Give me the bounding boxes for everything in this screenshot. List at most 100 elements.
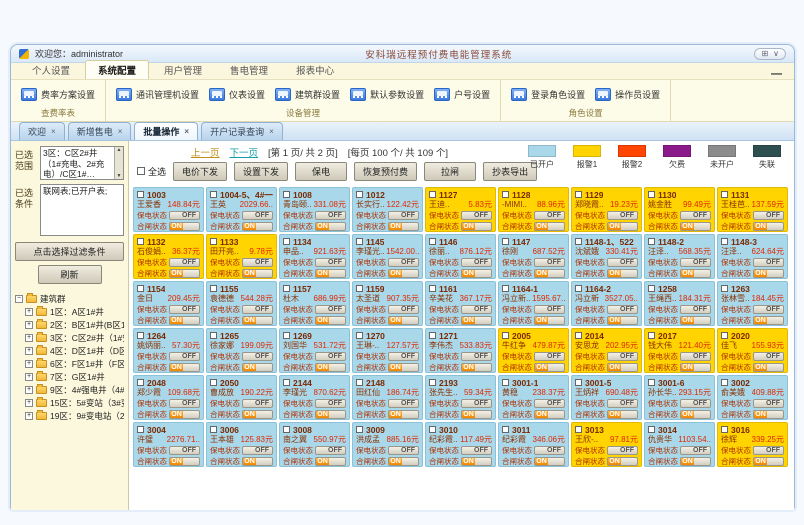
switch-toggle[interactable]: ON bbox=[315, 269, 346, 278]
card-checkbox[interactable] bbox=[721, 426, 728, 433]
protect-toggle[interactable]: OFF bbox=[169, 258, 200, 267]
expand-icon[interactable]: + bbox=[25, 307, 33, 316]
meter-card[interactable]: 1148-2 汪泽.. 568.35元 保电状态 OFF 合闸状态 ON bbox=[644, 234, 715, 279]
protect-toggle[interactable]: OFF bbox=[680, 446, 711, 455]
card-checkbox[interactable] bbox=[429, 238, 436, 245]
protect-toggle[interactable]: OFF bbox=[534, 446, 565, 455]
meter-card[interactable]: 3001-5 王炳祥 690.48元 保电状态 OFF 合闸状态 ON bbox=[571, 375, 642, 420]
meter-card[interactable]: 1148-1、522 沈斌娥 330.41元 保电状态 OFF 合闸状态 ON bbox=[571, 234, 642, 279]
protect-toggle[interactable]: OFF bbox=[169, 446, 200, 455]
doc-tab-新增售电[interactable]: 新增售电 × bbox=[67, 122, 132, 140]
switch-toggle[interactable]: ON bbox=[461, 410, 492, 419]
switch-toggle[interactable]: ON bbox=[607, 410, 638, 419]
switch-toggle[interactable]: ON bbox=[388, 222, 419, 231]
switch-toggle[interactable]: ON bbox=[534, 363, 565, 372]
switch-toggle[interactable]: ON bbox=[753, 410, 784, 419]
card-checkbox[interactable] bbox=[137, 238, 144, 245]
card-checkbox[interactable] bbox=[429, 332, 436, 339]
switch-toggle[interactable]: ON bbox=[607, 316, 638, 325]
meter-card[interactable]: 3001-6 孙长华.. 293.15元 保电状态 OFF 合闸状态 ON bbox=[644, 375, 715, 420]
meter-card[interactable]: 3013 王欣-.. 97.81元 保电状态 OFF 合闸状态 ON bbox=[571, 422, 642, 467]
protect-toggle[interactable]: OFF bbox=[242, 305, 273, 314]
protect-toggle[interactable]: OFF bbox=[753, 258, 784, 267]
card-checkbox[interactable] bbox=[137, 379, 144, 386]
action-button-保电[interactable]: 保电 bbox=[295, 161, 348, 181]
window-style-control[interactable]: ⊞ ∨ bbox=[754, 47, 786, 60]
menu-tab-系统配置[interactable]: 系统配置 bbox=[85, 60, 150, 79]
card-checkbox[interactable] bbox=[356, 379, 363, 386]
ribbon-button[interactable]: 仪表设置 bbox=[209, 87, 265, 101]
meter-card[interactable]: 1164-2 冯立新 3527.05.. 保电状态 OFF 合闸状态 ON bbox=[571, 281, 642, 326]
card-checkbox[interactable] bbox=[502, 285, 509, 292]
switch-toggle[interactable]: ON bbox=[242, 457, 273, 466]
card-checkbox[interactable] bbox=[575, 238, 582, 245]
switch-toggle[interactable]: ON bbox=[680, 363, 711, 372]
protect-toggle[interactable]: OFF bbox=[534, 305, 565, 314]
collapse-icon[interactable]: − bbox=[15, 294, 23, 303]
expand-icon[interactable]: + bbox=[25, 372, 33, 381]
card-checkbox[interactable] bbox=[721, 191, 728, 198]
protect-toggle[interactable]: OFF bbox=[607, 211, 638, 220]
card-checkbox[interactable] bbox=[210, 191, 217, 198]
protect-toggle[interactable]: OFF bbox=[461, 399, 492, 408]
meter-card[interactable]: 1154 金日 209.45元 保电状态 OFF 合闸状态 ON bbox=[133, 281, 204, 326]
switch-toggle[interactable]: ON bbox=[607, 269, 638, 278]
switch-toggle[interactable]: ON bbox=[534, 410, 565, 419]
card-checkbox[interactable] bbox=[210, 379, 217, 386]
protect-toggle[interactable]: OFF bbox=[242, 258, 273, 267]
card-checkbox[interactable] bbox=[210, 285, 217, 292]
card-checkbox[interactable] bbox=[429, 379, 436, 386]
meter-card[interactable]: 1133 田开亮.. 9.78元 保电状态 OFF 合闸状态 ON bbox=[206, 234, 277, 279]
switch-toggle[interactable]: ON bbox=[534, 222, 565, 231]
protect-toggle[interactable]: OFF bbox=[607, 305, 638, 314]
protect-toggle[interactable]: OFF bbox=[461, 211, 492, 220]
card-checkbox[interactable] bbox=[283, 379, 290, 386]
card-checkbox[interactable] bbox=[648, 332, 655, 339]
action-button-设置下发[interactable]: 设置下发 bbox=[234, 161, 289, 181]
meter-card[interactable]: 3001-1 黄稳 238.37元 保电状态 OFF 合闸状态 ON bbox=[498, 375, 569, 420]
expand-icon[interactable]: + bbox=[25, 398, 33, 407]
protect-toggle[interactable]: OFF bbox=[680, 305, 711, 314]
ribbon-button[interactable]: 费率方案设置 bbox=[21, 87, 95, 101]
meter-card[interactable]: 1157 杜木 686.99元 保电状态 OFF 合闸状态 ON bbox=[279, 281, 350, 326]
action-button-电价下发[interactable]: 电价下发 bbox=[173, 161, 228, 181]
card-checkbox[interactable] bbox=[283, 238, 290, 245]
menu-tab-售电管理[interactable]: 售电管理 bbox=[230, 66, 269, 77]
expand-icon[interactable]: + bbox=[25, 385, 33, 394]
switch-toggle[interactable]: ON bbox=[753, 269, 784, 278]
meter-card[interactable]: 1134 申品.. 921.63元 保电状态 OFF 合闸状态 ON bbox=[279, 234, 350, 279]
protect-toggle[interactable]: OFF bbox=[315, 258, 346, 267]
expand-icon[interactable]: + bbox=[25, 346, 33, 355]
tree-item[interactable]: +4区：D区1#井（D区1… bbox=[15, 344, 124, 357]
switch-toggle[interactable]: ON bbox=[680, 410, 711, 419]
menu-tab-报表中心[interactable]: 报表中心 bbox=[296, 66, 335, 77]
card-checkbox[interactable] bbox=[721, 332, 728, 339]
meter-card[interactable]: 3009 洪成孟 885.16元 保电状态 OFF 合闸状态 ON bbox=[352, 422, 423, 467]
protect-toggle[interactable]: OFF bbox=[315, 352, 346, 361]
card-checkbox[interactable] bbox=[283, 332, 290, 339]
ribbon-button[interactable]: 登录角色设置 bbox=[511, 87, 585, 101]
meter-card[interactable]: 3008 南之翼 550.97元 保电状态 OFF 合闸状态 ON bbox=[279, 422, 350, 467]
card-checkbox[interactable] bbox=[648, 285, 655, 292]
meter-card[interactable]: 1148-3 汪泽.. 624.64元 保电状态 OFF 合闸状态 ON bbox=[717, 234, 788, 279]
protect-toggle[interactable]: OFF bbox=[169, 211, 200, 220]
protect-toggle[interactable]: OFF bbox=[753, 305, 784, 314]
card-checkbox[interactable] bbox=[721, 285, 728, 292]
switch-toggle[interactable]: ON bbox=[169, 269, 200, 278]
switch-toggle[interactable]: ON bbox=[242, 269, 273, 278]
meter-card[interactable]: 2017 钱大伟 121.40元 保电状态 OFF 合闸状态 ON bbox=[644, 328, 715, 373]
expand-icon[interactable]: + bbox=[25, 359, 33, 368]
protect-toggle[interactable]: OFF bbox=[169, 305, 200, 314]
card-checkbox[interactable] bbox=[648, 191, 655, 198]
switch-toggle[interactable]: ON bbox=[169, 363, 200, 372]
protect-toggle[interactable]: OFF bbox=[534, 258, 565, 267]
meter-card[interactable]: 1012 长实行.. 122.42元 保电状态 OFF 合闸状态 ON bbox=[352, 187, 423, 232]
prev-page-link[interactable]: 上一页 bbox=[191, 148, 220, 159]
card-checkbox[interactable] bbox=[502, 379, 509, 386]
switch-toggle[interactable]: ON bbox=[607, 222, 638, 231]
switch-toggle[interactable]: ON bbox=[461, 316, 492, 325]
switch-toggle[interactable]: ON bbox=[680, 222, 711, 231]
meter-card[interactable]: 1155 袁德德 544.28元 保电状态 OFF 合闸状态 ON bbox=[206, 281, 277, 326]
meter-card[interactable]: 1164-1 冯立新.. 1595.67.. 保电状态 OFF 合闸状态 ON bbox=[498, 281, 569, 326]
meter-card[interactable]: 1269 刘国华 531.72元 保电状态 OFF 合闸状态 ON bbox=[279, 328, 350, 373]
